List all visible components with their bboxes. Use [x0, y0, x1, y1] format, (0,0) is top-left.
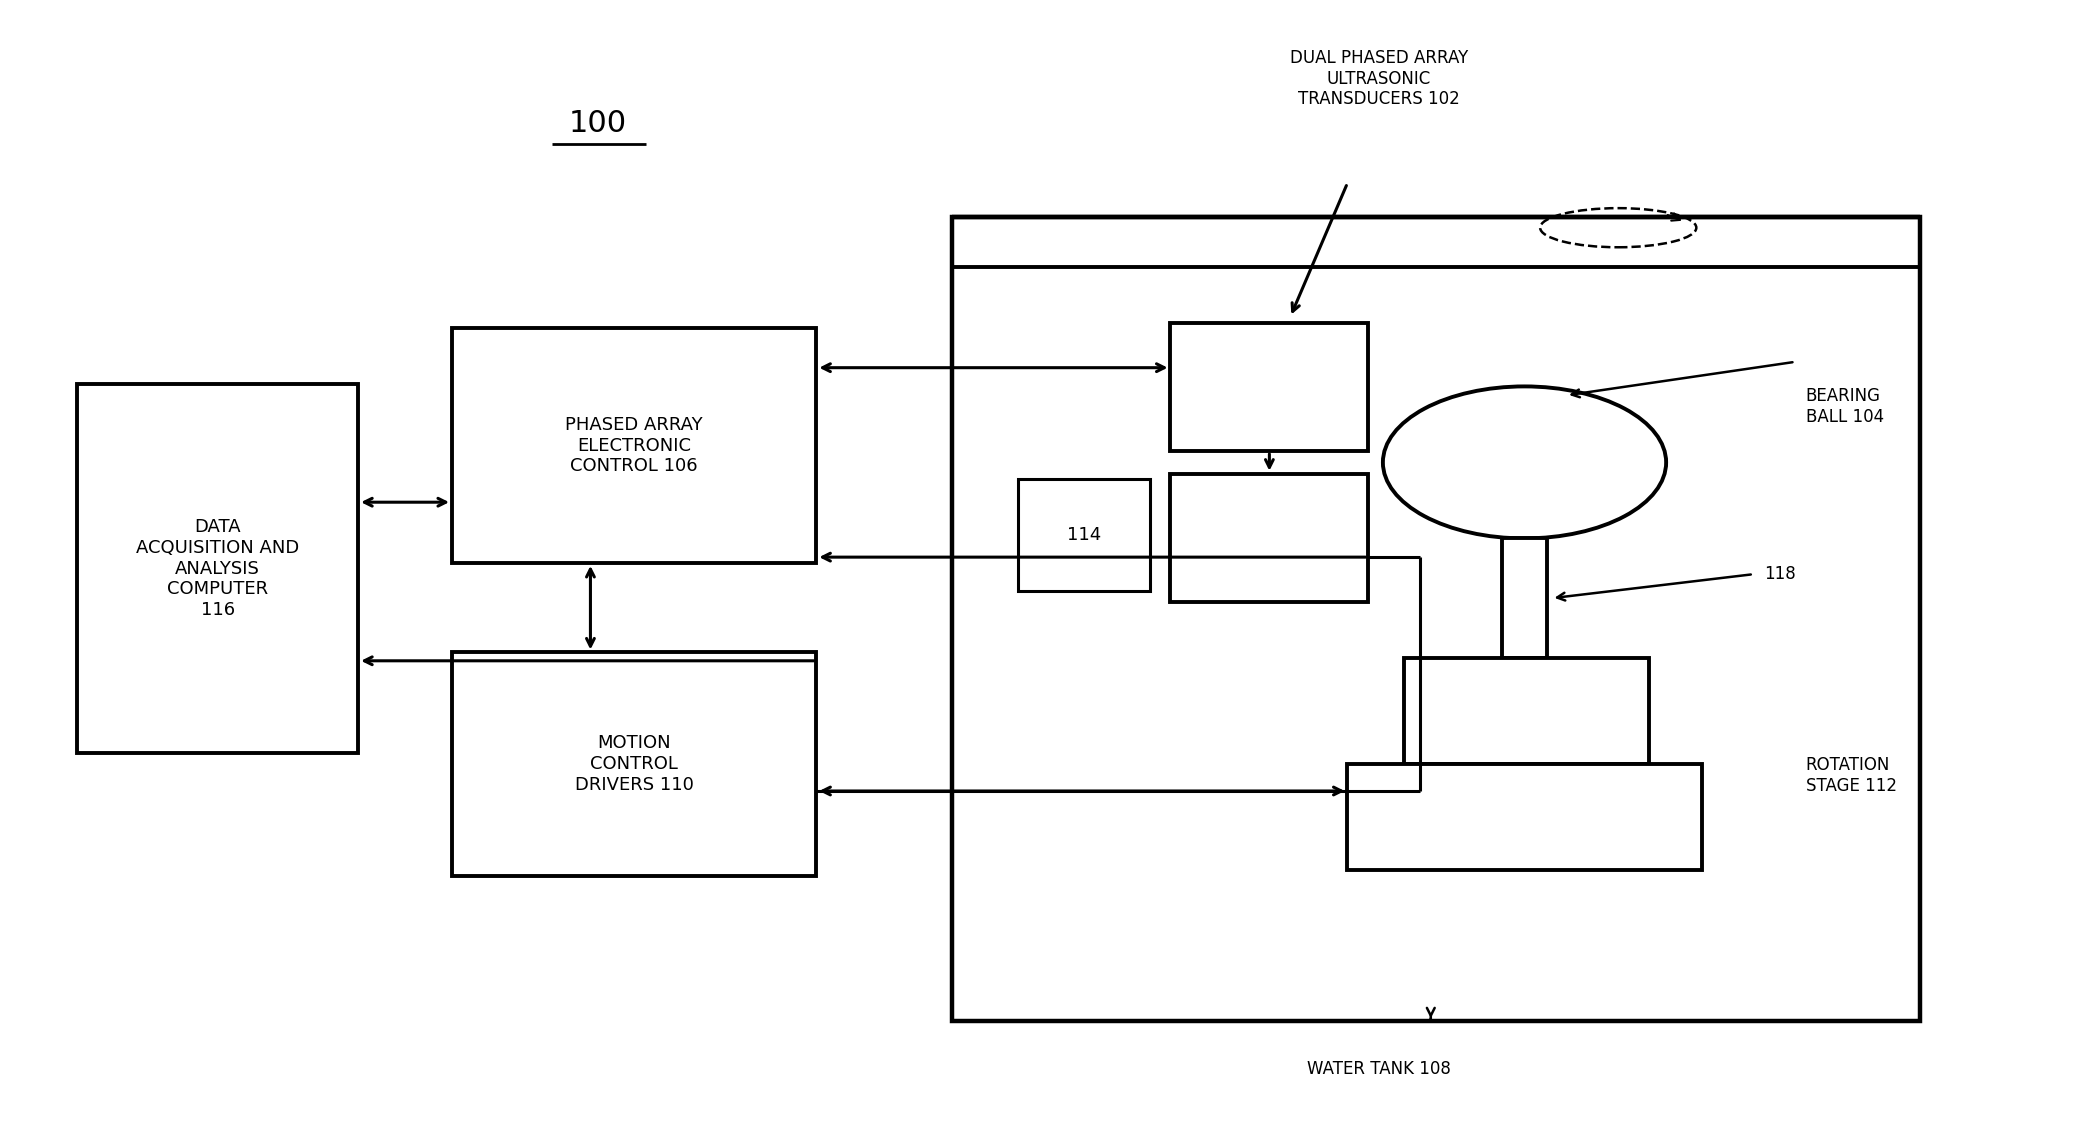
- Text: WATER TANK 108: WATER TANK 108: [1307, 1061, 1451, 1079]
- Text: 100: 100: [569, 109, 627, 138]
- Bar: [452, 329, 815, 563]
- Bar: [1018, 480, 1150, 591]
- Text: ROTATION
STAGE 112: ROTATION STAGE 112: [1807, 756, 1897, 795]
- Text: BEARING
BALL 104: BEARING BALL 104: [1807, 387, 1884, 426]
- Bar: [1171, 323, 1368, 452]
- Text: DATA
ACQUISITION AND
ANALYSIS
COMPUTER
116: DATA ACQUISITION AND ANALYSIS COMPUTER 1…: [136, 518, 299, 619]
- Bar: [1347, 765, 1702, 870]
- Text: DUAL PHASED ARRAY
ULTRASONIC
TRANSDUCERS 102: DUAL PHASED ARRAY ULTRASONIC TRANSDUCERS…: [1290, 48, 1468, 108]
- Bar: [951, 216, 1920, 1021]
- Bar: [1403, 658, 1650, 765]
- Bar: [1501, 538, 1547, 658]
- Bar: [452, 652, 815, 876]
- Text: 114: 114: [1066, 526, 1102, 544]
- Text: 118: 118: [1765, 565, 1796, 583]
- Bar: [1171, 474, 1368, 602]
- Bar: [77, 384, 358, 753]
- Text: MOTION
CONTROL
DRIVERS 110: MOTION CONTROL DRIVERS 110: [575, 734, 694, 794]
- Text: PHASED ARRAY
ELECTRONIC
CONTROL 106: PHASED ARRAY ELECTRONIC CONTROL 106: [565, 415, 703, 475]
